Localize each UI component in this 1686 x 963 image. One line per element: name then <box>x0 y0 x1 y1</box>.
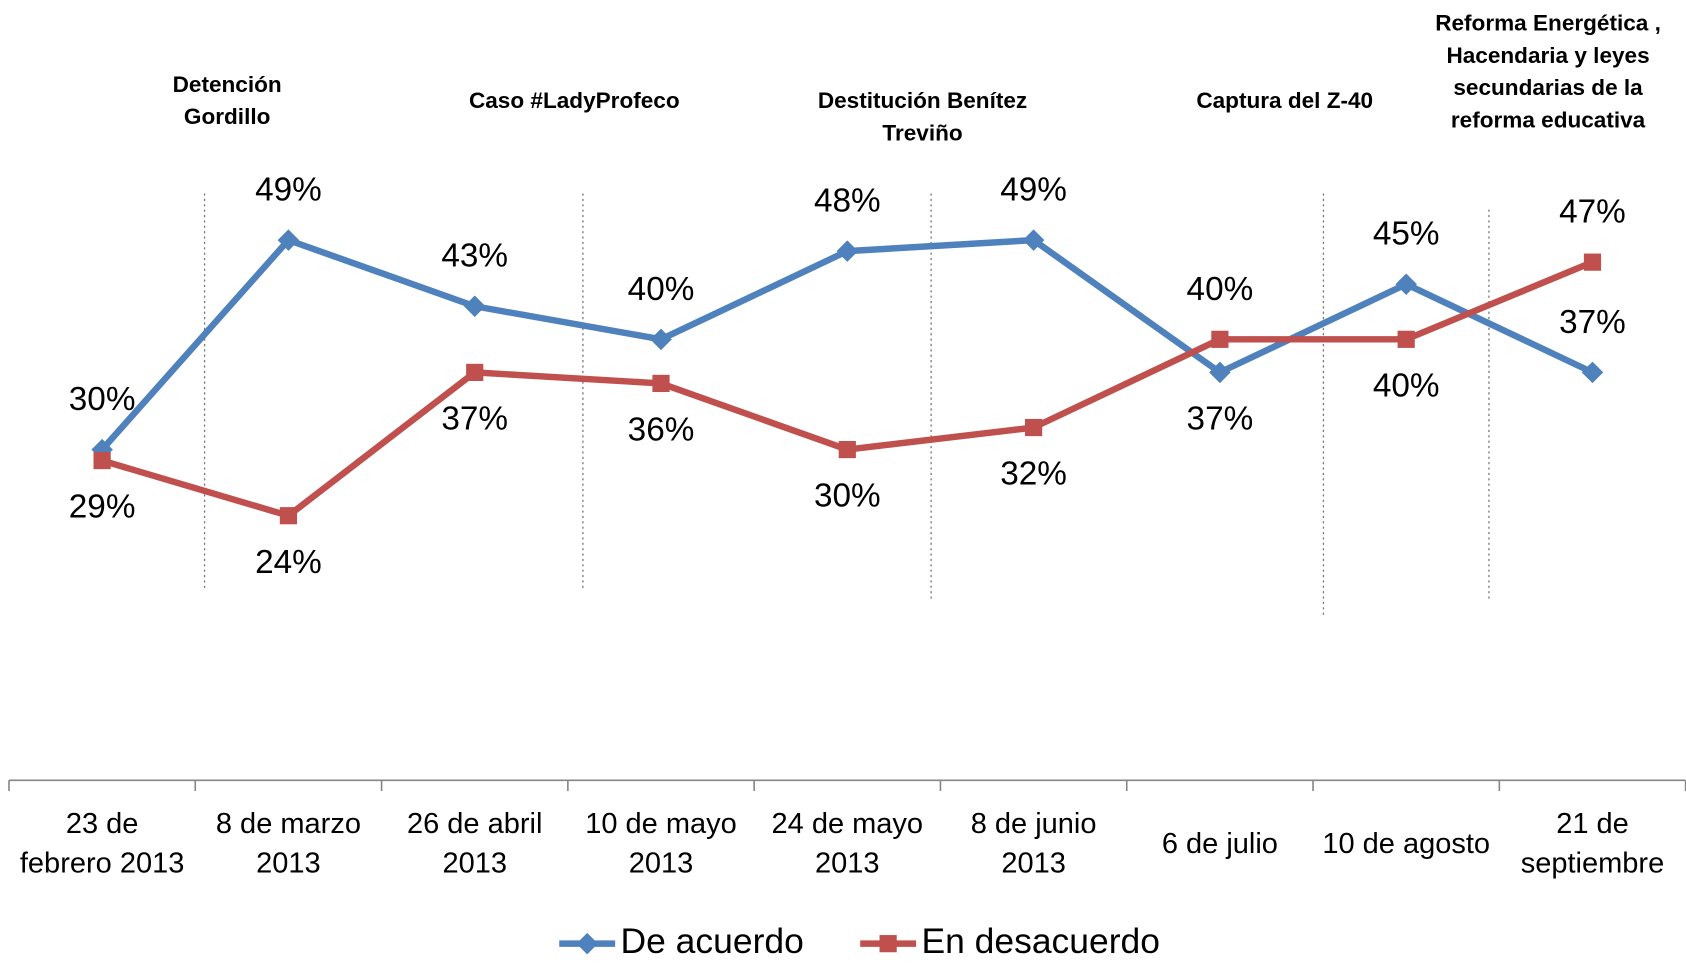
data-label: 47% <box>1559 194 1626 231</box>
data-label: 49% <box>255 172 322 209</box>
annotation: Captura del Z-40 <box>1196 88 1373 113</box>
legend-label: En desacuerdo <box>921 921 1160 961</box>
data-label: 37% <box>441 401 508 438</box>
annotation: Detención Gordillo <box>173 72 282 129</box>
annotation: Reforma Energética , Hacendaria y leyes se… <box>1435 11 1661 133</box>
marker <box>1022 229 1045 251</box>
marker <box>1395 273 1417 295</box>
marker <box>652 374 670 393</box>
annotation: Destitución Benítez Treviño <box>818 88 1027 145</box>
marker <box>1581 361 1604 384</box>
marker <box>836 240 859 262</box>
marker <box>463 295 486 317</box>
x-tick-label: 8 de junio 2013 <box>971 808 1097 880</box>
x-tick-label: 10 de agosto <box>1322 827 1490 859</box>
series-line <box>99 236 1594 452</box>
x-tick-label: 10 de mayo 2013 <box>585 808 737 880</box>
data-label: 30% <box>814 478 881 515</box>
annotation: Caso #LadyProfeco <box>469 88 680 113</box>
marker <box>1397 330 1415 348</box>
separators <box>203 193 1490 618</box>
marker <box>650 328 672 351</box>
data-label: 37% <box>1559 304 1626 341</box>
marker <box>466 363 484 381</box>
x-tick-label: 23 de febrero 2013 <box>20 808 184 880</box>
marker <box>838 440 856 459</box>
data-label: 40% <box>1373 367 1440 404</box>
data-label: 49% <box>1000 172 1067 209</box>
data-label: 32% <box>1000 456 1067 493</box>
x-tick-label: 24 de mayo 2013 <box>772 808 924 880</box>
marker <box>879 935 897 953</box>
data-label: 29% <box>69 489 136 526</box>
x-tick-label: 6 de julio <box>1162 827 1278 859</box>
x-tick-label: 21 de septiembre <box>1521 808 1664 880</box>
data-label: 48% <box>814 183 881 220</box>
marker <box>1209 361 1231 384</box>
legend-label: De acuerdo <box>621 921 804 961</box>
marker <box>279 507 298 525</box>
marker <box>1583 253 1602 271</box>
data-label: 43% <box>441 238 508 275</box>
data-label: 40% <box>628 271 695 308</box>
marker <box>576 932 598 955</box>
data-label: 45% <box>1373 216 1440 253</box>
data-label: 37% <box>1187 401 1254 438</box>
data-label: 24% <box>255 544 322 581</box>
x-tick-label: 26 de abril 2013 <box>407 808 542 880</box>
marker <box>277 229 300 251</box>
marker <box>93 451 111 470</box>
marker <box>1024 418 1043 437</box>
marker <box>1211 330 1229 348</box>
data-label: 30% <box>69 381 136 418</box>
x-tick-label: 8 de marzo 2013 <box>216 808 361 880</box>
data-label: 40% <box>1187 271 1254 308</box>
data-label: 36% <box>628 412 695 449</box>
